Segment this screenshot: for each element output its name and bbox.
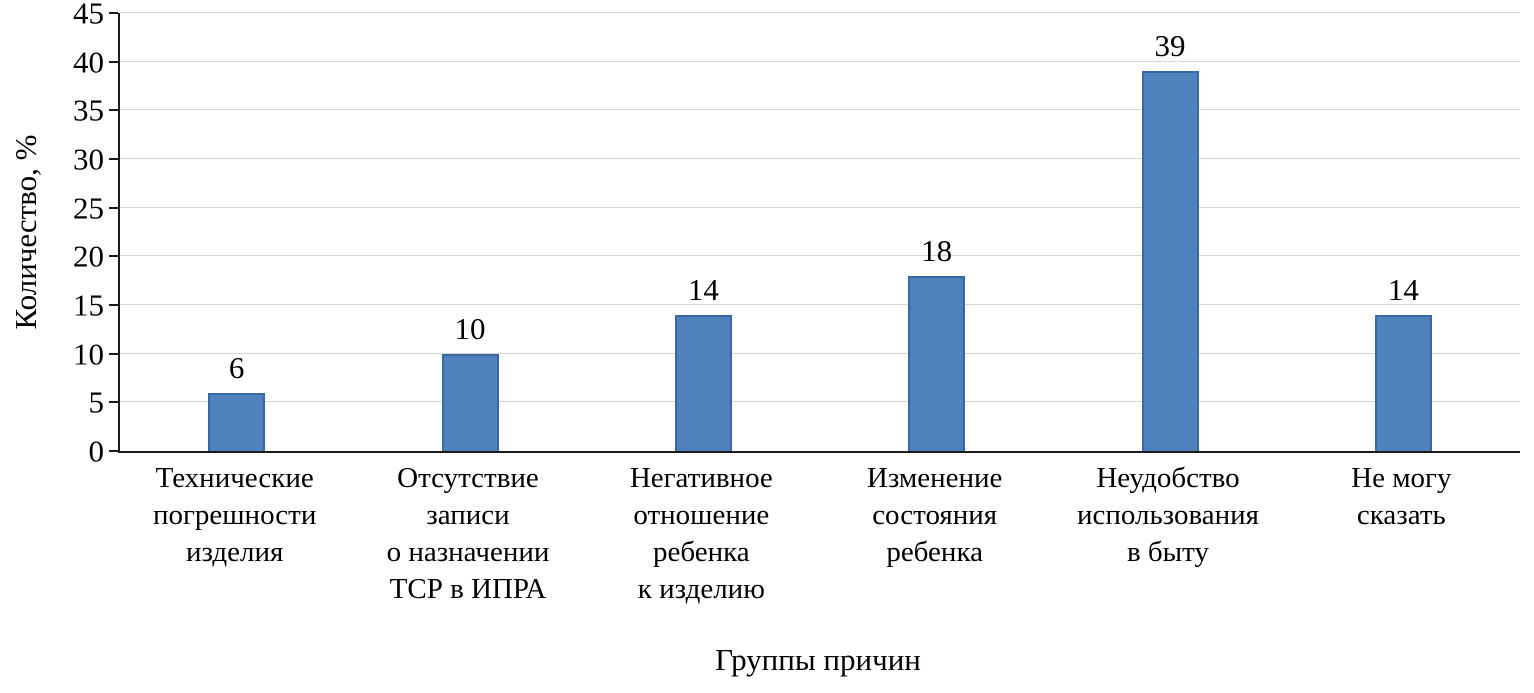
gridline — [120, 352, 1520, 354]
category-label-line: ребенка — [886, 536, 983, 568]
category-label-line: ребенка — [652, 536, 750, 568]
bar-value-label: 14 — [687, 271, 719, 307]
y-tick-label: 30 — [73, 141, 104, 177]
gridline — [120, 206, 1520, 208]
category-label-line: Неудобство — [1096, 462, 1240, 494]
y-tick-label: 10 — [73, 336, 104, 372]
category-label: Отсутствие записи о назначении ТСР в ИПРА — [351, 460, 584, 608]
y-axis-tick-mark — [109, 60, 118, 63]
gridline — [120, 60, 1520, 62]
y-tick-label: 15 — [73, 287, 104, 323]
category-label-line: Не могу — [1351, 462, 1452, 494]
category-label: Технические погрешности изделия — [118, 460, 351, 608]
gridline — [120, 255, 1520, 257]
category-label: Негативное отношение ребенка к изделию — [585, 460, 818, 608]
y-axis-tick-mark — [109, 12, 118, 14]
bar — [1141, 71, 1199, 451]
plot-area: 6 10 14 18 39 14 — [109, 12, 1520, 453]
y-tick-label: 35 — [73, 92, 104, 128]
gridline — [120, 158, 1520, 160]
category-label-line: к изделию — [637, 573, 765, 605]
y-axis-tick-mark — [109, 158, 118, 161]
gridline — [120, 12, 1520, 13]
y-axis-tick-mark — [109, 109, 118, 112]
category-label: Изменение состояния ребенка — [818, 460, 1051, 608]
y-tick-label: 45 — [73, 0, 104, 31]
y-tick-label: 40 — [73, 44, 104, 80]
y-tick-label: 20 — [73, 238, 104, 274]
category-label-line: записи — [426, 499, 510, 531]
category-label-line: сказать — [1356, 499, 1446, 531]
category-label-line: в быту — [1126, 536, 1209, 568]
y-axis-tick-mark — [109, 401, 118, 404]
category-label-line: Изменение — [866, 462, 1003, 494]
bar-value-label: 10 — [454, 310, 486, 346]
category-label-line: ТСР в ИПРА — [389, 573, 547, 605]
gridline — [120, 304, 1520, 306]
category-label-line: изделия — [185, 536, 284, 568]
bar-value-label: 6 — [228, 349, 245, 385]
y-tick-label: 0 — [88, 433, 105, 469]
bar — [908, 275, 966, 451]
category-label-line: отношение — [633, 499, 770, 531]
y-axis-tick-mark — [109, 206, 118, 209]
x-axis-title: Группы причин — [715, 642, 921, 677]
category-label-line: Технические — [155, 462, 314, 494]
bar-value-label: 18 — [921, 232, 953, 268]
category-label-line: Негативное — [629, 462, 773, 494]
category-label-line: погрешности — [152, 499, 317, 531]
y-tick-label: 5 — [88, 384, 105, 420]
category-label-line: использования — [1076, 499, 1260, 531]
y-axis-tick-mark — [109, 352, 118, 355]
bar — [441, 353, 499, 451]
bar-value-label: 14 — [1387, 271, 1419, 307]
category-label-line: состояния — [872, 499, 998, 531]
category-label: Неудобство использования в быту — [1051, 460, 1284, 608]
category-label: Не могу сказать — [1285, 460, 1518, 608]
y-axis-tick-mark — [109, 255, 118, 258]
y-tick-label: 25 — [73, 190, 104, 226]
gridline — [120, 109, 1520, 111]
x-axis-category-labels: Технические погрешности изделия Отсутствие з… — [118, 460, 1518, 608]
y-axis-tick-mark — [109, 450, 118, 452]
category-label-line: о назначении — [386, 536, 550, 568]
category-label-line: Отсутствие — [397, 462, 539, 494]
bar — [674, 314, 732, 451]
bar — [208, 392, 266, 451]
y-axis-tick-labels: 0 5 10 15 20 25 30 35 40 45 — [0, 0, 105, 467]
bar-value-label: 39 — [1154, 28, 1186, 64]
y-axis-tick-mark — [109, 304, 118, 307]
bar — [1374, 314, 1432, 451]
gridline — [120, 401, 1520, 403]
